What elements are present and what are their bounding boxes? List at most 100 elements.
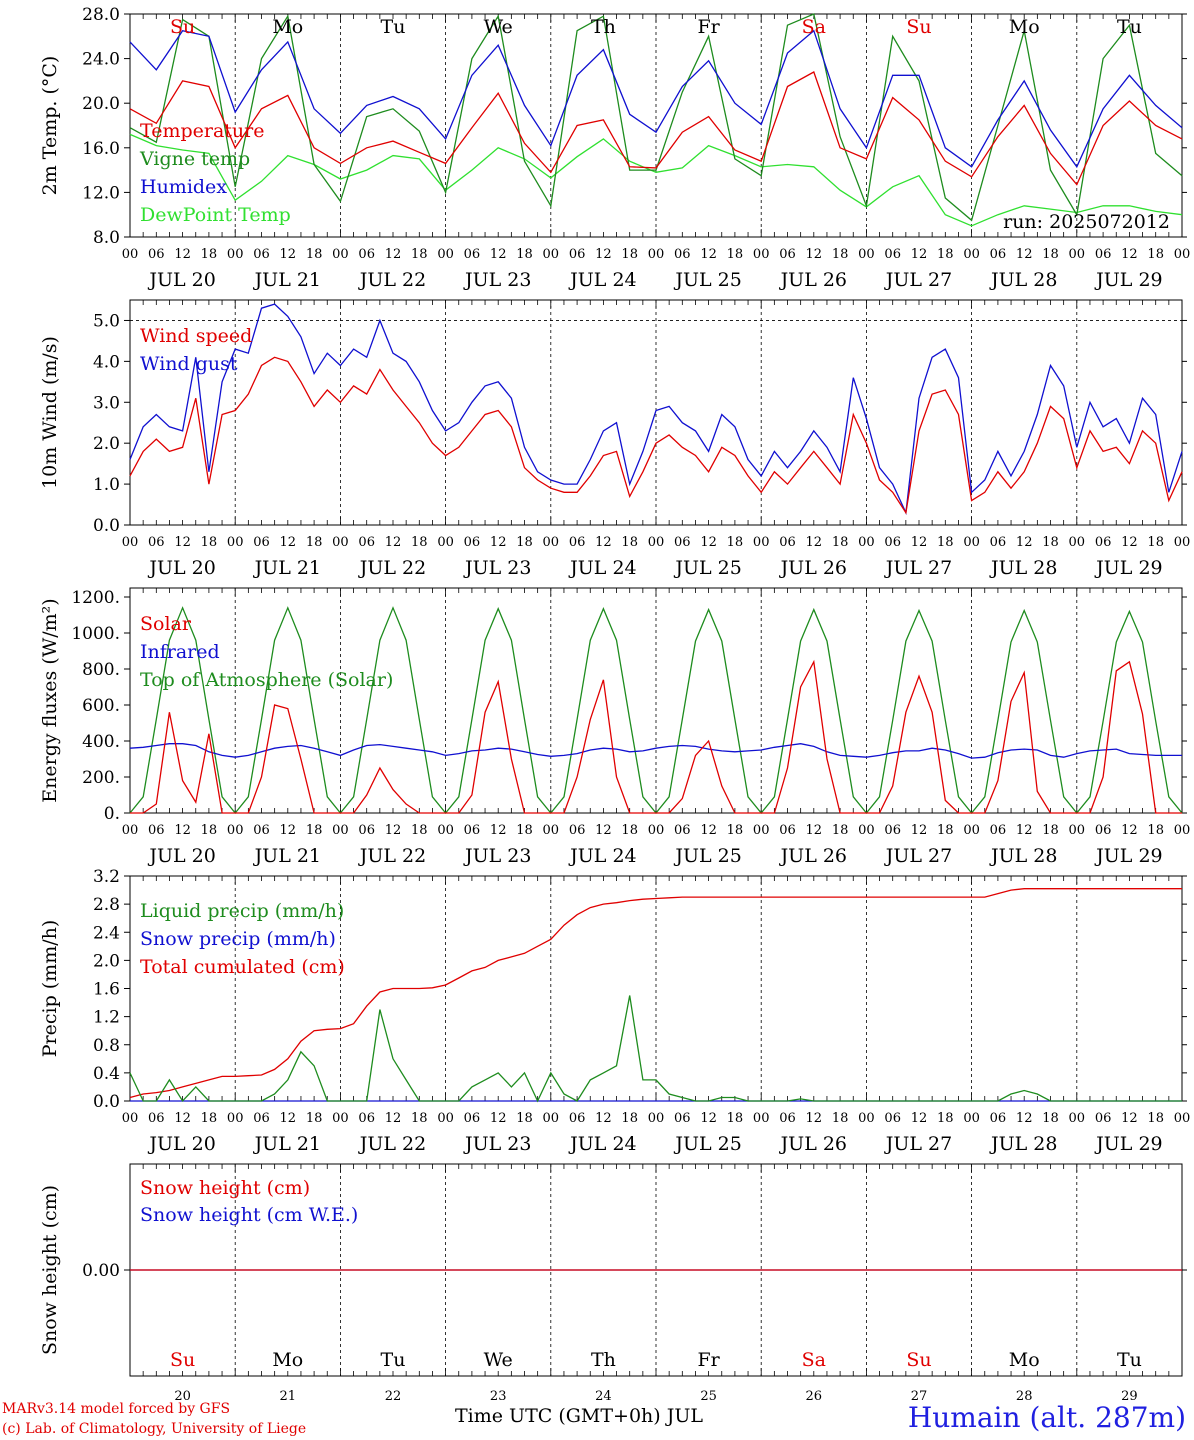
- y-tick-label: 1000.: [71, 624, 120, 644]
- hour-tick-label: 12: [1121, 823, 1138, 838]
- hour-tick-label: 00: [332, 1111, 349, 1126]
- weekday-label: Su: [906, 16, 931, 38]
- weekday-label: We: [484, 16, 513, 38]
- hour-tick-label: 12: [385, 1111, 402, 1126]
- y-tick-label: 0.8: [93, 1036, 120, 1056]
- weekday-label: Tu: [381, 1349, 406, 1371]
- hour-tick-label: 06: [358, 247, 375, 262]
- hour-tick-label: 18: [727, 823, 744, 838]
- hour-tick-label: 18: [1147, 247, 1164, 262]
- day-label: JUL 27: [884, 557, 952, 579]
- day-number-label: 21: [280, 1389, 297, 1404]
- day-label: JUL 28: [989, 1133, 1057, 1155]
- hour-tick-label: 06: [779, 535, 796, 550]
- hour-tick-label: 00: [1174, 823, 1191, 838]
- hour-tick-label: 12: [490, 1111, 507, 1126]
- hour-tick-label: 12: [280, 247, 297, 262]
- hour-tick-label: 06: [1095, 1111, 1112, 1126]
- y-axis-label: Precip (mm/h): [39, 920, 61, 1058]
- hour-tick-label: 18: [516, 535, 533, 550]
- hour-tick-label: 00: [543, 1111, 560, 1126]
- day-label: JUL 27: [884, 1133, 952, 1155]
- hour-tick-label: 18: [1042, 535, 1059, 550]
- hour-tick-label: 12: [174, 247, 191, 262]
- day-number-label: 23: [490, 1389, 507, 1404]
- weekday-label: Tu: [381, 16, 406, 38]
- day-number-label: 20: [174, 1389, 191, 1404]
- day-label: JUL 26: [779, 269, 847, 291]
- hour-tick-label: 12: [595, 1111, 612, 1126]
- day-number-label: 27: [911, 1389, 928, 1404]
- y-tick-label: 16.0: [82, 139, 120, 159]
- y-tick-label: 8.0: [93, 228, 120, 248]
- y-tick-label: 3.2: [93, 867, 120, 887]
- hour-tick-label: 12: [595, 823, 612, 838]
- station-name: Humain (alt. 287m): [907, 1401, 1186, 1434]
- hour-tick-label: 00: [332, 535, 349, 550]
- day-number-label: 26: [806, 1389, 823, 1404]
- legend-entry: Snow precip (mm/h): [140, 928, 336, 950]
- day-number-label: 29: [1121, 1389, 1138, 1404]
- day-label: JUL 23: [463, 845, 531, 867]
- hour-tick-label: 00: [332, 823, 349, 838]
- day-label: JUL 29: [1094, 557, 1162, 579]
- hour-tick-label: 18: [516, 1111, 533, 1126]
- hour-tick-label: 06: [464, 535, 481, 550]
- hour-tick-label: 12: [174, 823, 191, 838]
- day-label: JUL 29: [1094, 845, 1162, 867]
- hour-tick-label: 18: [1147, 1111, 1164, 1126]
- series-line-total-cumulated-cm-: [129, 888, 1182, 1099]
- hour-tick-label: 00: [648, 823, 665, 838]
- hour-tick-label: 06: [569, 1111, 586, 1126]
- legend-entry: Humidex: [140, 176, 227, 198]
- weekday-label: Mo: [1009, 1349, 1040, 1371]
- hour-tick-label: 06: [674, 535, 691, 550]
- series-line-wind-speed: [129, 356, 1183, 515]
- hour-tick-label: 00: [858, 535, 875, 550]
- hour-tick-label: 00: [332, 247, 349, 262]
- hour-tick-label: 12: [806, 1111, 823, 1126]
- hour-tick-label: 12: [280, 1111, 297, 1126]
- hour-tick-label: 12: [806, 247, 823, 262]
- hour-tick-label: 06: [464, 823, 481, 838]
- hour-tick-label: 00: [437, 823, 454, 838]
- hour-tick-label: 18: [201, 535, 218, 550]
- weekday-label: Sa: [802, 16, 826, 38]
- hour-tick-label: 00: [122, 535, 139, 550]
- hour-tick-label: 18: [201, 823, 218, 838]
- y-tick-label: 20.0: [82, 94, 120, 114]
- energy-frame: [129, 587, 1183, 814]
- day-label: JUL 22: [358, 1133, 426, 1155]
- hour-tick-label: 06: [358, 1111, 375, 1126]
- hour-tick-label: 06: [674, 1111, 691, 1126]
- weekday-label: Th: [591, 1349, 616, 1371]
- day-label: JUL 26: [779, 845, 847, 867]
- weekday-label: Tu: [1117, 16, 1142, 38]
- hour-tick-label: 18: [832, 823, 849, 838]
- hour-tick-label: 18: [937, 247, 954, 262]
- day-label: JUL 26: [779, 557, 847, 579]
- day-label: JUL 20: [147, 557, 215, 579]
- y-tick-label: 600.: [82, 696, 120, 716]
- run-label: run: 2025072012: [1003, 211, 1170, 233]
- day-label: JUL 25: [673, 1133, 741, 1155]
- hour-tick-label: 18: [411, 247, 428, 262]
- hour-tick-label: 06: [674, 247, 691, 262]
- hour-tick-label: 00: [648, 535, 665, 550]
- hour-tick-label: 06: [358, 535, 375, 550]
- y-tick-label: 4.0: [93, 352, 120, 372]
- weekday-label: Sa: [802, 1349, 826, 1371]
- y-tick-label: 2.0: [93, 434, 120, 454]
- hour-tick-label: 00: [858, 247, 875, 262]
- day-label: JUL 28: [989, 557, 1057, 579]
- day-label: JUL 24: [568, 269, 636, 291]
- hour-tick-label: 12: [174, 1111, 191, 1126]
- hour-tick-label: 12: [595, 247, 612, 262]
- day-label: JUL 25: [673, 557, 741, 579]
- weekday-label: Mo: [272, 16, 303, 38]
- y-tick-label: 1200.: [71, 588, 120, 608]
- hour-tick-label: 12: [1121, 247, 1138, 262]
- hour-tick-label: 12: [911, 247, 928, 262]
- series-line-temperature: [129, 71, 1183, 186]
- hour-tick-label: 12: [700, 823, 717, 838]
